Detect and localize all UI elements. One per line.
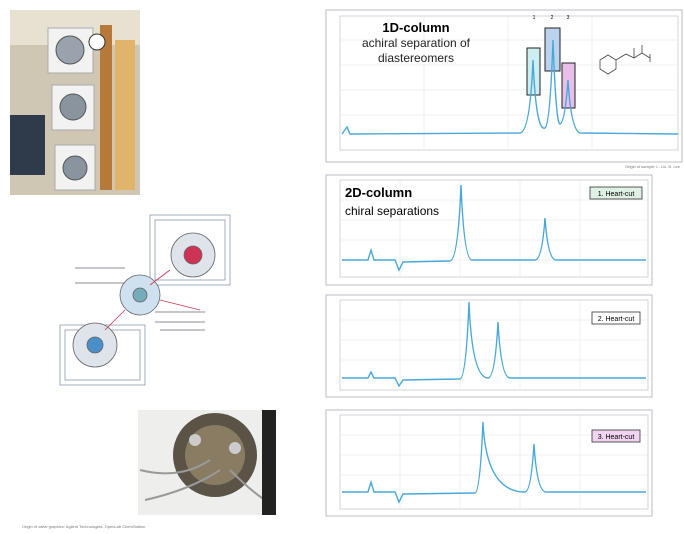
valve-diagram (60, 215, 230, 385)
credit: Origin of sample: L. Liu, B. Lee (625, 164, 681, 169)
instrument-photo (10, 10, 140, 195)
title: 1D-column (382, 20, 449, 35)
valve-photo (138, 410, 276, 515)
peak-label: 1 (533, 15, 536, 21)
peak-label: 3 (567, 15, 570, 21)
caption: Origin of valve graphics: Agilent Techno… (22, 524, 145, 529)
subtitle: achiral separation of diastereomers (352, 36, 480, 66)
chromatogram-2d-3: 3. Heart-cut (326, 410, 652, 516)
cut-label: 2. Heart-cut (598, 316, 635, 323)
cut-label: 1. Heart-cut (598, 191, 635, 198)
cut-label: 3. Heart-cut (598, 434, 635, 441)
plot-area (340, 415, 648, 509)
title: 2D-column (345, 185, 412, 200)
chromatogram-1d: 1D-column achiral separation of diastere… (326, 10, 682, 169)
peak-label: 2 (551, 15, 554, 21)
chromatogram-2d-2: 2. Heart-cut (326, 295, 652, 397)
figure: 1D-column achiral separation of diastere… (0, 0, 684, 534)
subtitle: chiral separations (345, 204, 439, 218)
chromatogram-2d-1: 2D-column chiral separations 1. Heart-cu… (326, 175, 652, 285)
subtitle-box: achiral separation of diastereomers (352, 36, 480, 76)
